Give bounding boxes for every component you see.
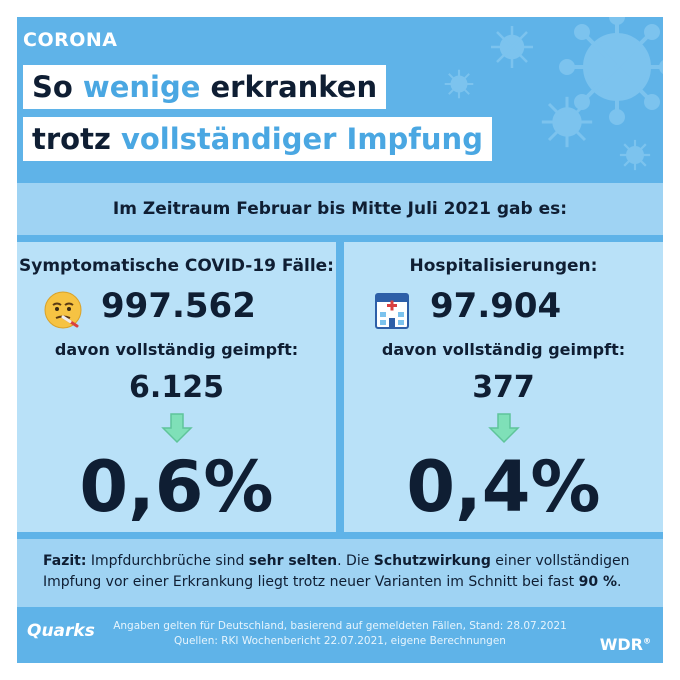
headline-line-1: So wenige erkranken: [23, 65, 387, 109]
hospitalization-percent: 0,4%: [406, 446, 601, 528]
wdr-logo: WDR®: [600, 635, 651, 654]
source-line: Quellen: RKI Wochenbericht 22.07.2021, e…: [174, 635, 506, 647]
conclusion-part: . Die: [337, 553, 374, 569]
source-note: Angaben gelten für Deutschland, basieren…: [17, 619, 663, 649]
panel-heading: Hospitalisierungen:: [409, 256, 598, 276]
registered-mark: ®: [643, 636, 651, 646]
footer: Quarks Angaben gelten für Deutschland, b…: [17, 607, 663, 663]
conclusion-part: einer vollständigen Impfung vor einer Er…: [43, 553, 630, 590]
virus-decoration-icon: [559, 17, 663, 125]
quarks-logo: Quarks: [27, 621, 95, 641]
infographic-card: CORONA So wenige erkranken trotz vollstä…: [17, 17, 663, 663]
headline-text: erkranken: [210, 70, 378, 104]
intro-bar: Im Zeitraum Februar bis Mitte Juli 2021 …: [17, 183, 663, 235]
panel-heading: Symptomatische COVID-19 Fälle:: [19, 256, 334, 276]
headline-accent: vollständiger Impfung: [120, 122, 483, 156]
headline-text: So: [32, 70, 73, 104]
arrow-down-icon: [487, 413, 520, 444]
total-cases: 997.562: [101, 286, 256, 326]
hospital-icon: [375, 293, 409, 329]
conclusion-part: .: [616, 574, 622, 590]
source-line: Angaben gelten für Deutschland, basieren…: [113, 620, 567, 632]
vaccinated-label: davon vollständig geimpft:: [54, 340, 299, 359]
vaccinated-label: davon vollständig geimpft:: [381, 340, 626, 359]
conclusion-part: Impfdurchbrüche sind: [86, 553, 249, 569]
headline-text: trotz: [32, 122, 111, 156]
cases-panel: Symptomatische COVID-19 Fälle: 997.562 d…: [17, 242, 336, 532]
conclusion-emphasis: sehr selten: [248, 553, 338, 569]
conclusion-text: Fazit: Impfdurchbrüche sind sehr selten.…: [43, 551, 643, 593]
arrow-down-icon: [160, 413, 193, 444]
headline-line-2: trotz vollständiger Impfung: [23, 117, 492, 161]
virus-decoration-icon: [541, 96, 593, 148]
vaccinated-hospitalizations: 377: [472, 370, 535, 405]
headline-accent: wenige: [82, 70, 201, 104]
virus-decoration-icon: [619, 139, 651, 171]
conclusion-label: Fazit:: [43, 553, 87, 569]
virus-decoration-icon: [444, 69, 474, 99]
conclusion-emphasis: 90 %: [578, 574, 617, 590]
sick-face-icon: [44, 291, 82, 329]
virus-decoration-icon: [491, 26, 533, 68]
wdr-text: WDR: [599, 635, 643, 654]
total-hospitalizations: 97.904: [430, 286, 562, 326]
vaccinated-cases: 6.125: [129, 370, 224, 405]
topic-tag: CORONA: [23, 29, 118, 51]
cases-percent: 0,6%: [79, 446, 274, 528]
conclusion-emphasis: Schutzwirkung: [373, 553, 491, 569]
conclusion-box: Fazit: Impfdurchbrüche sind sehr selten.…: [17, 539, 663, 607]
hospitalization-panel: Hospitalisierungen: 97.904 davon vollstä…: [344, 242, 663, 532]
